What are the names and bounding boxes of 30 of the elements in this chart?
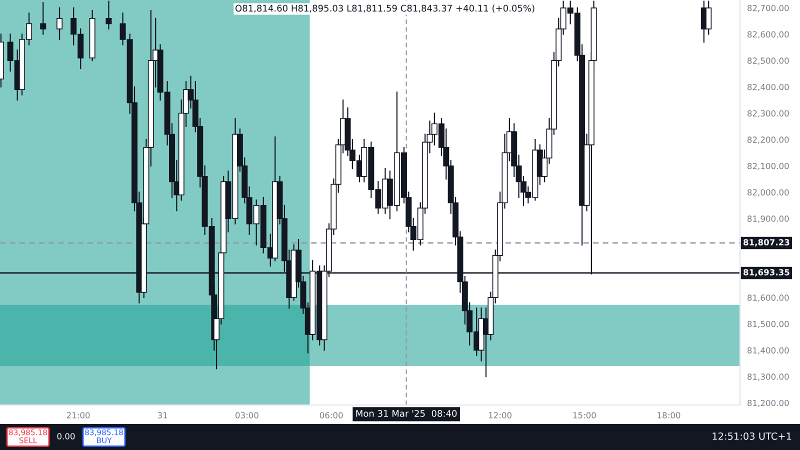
y-tick-label: 82,200.00: [748, 136, 789, 144]
text: 0.00: [57, 433, 75, 440]
candlestick: [40, 2, 46, 35]
y-tick-label: 82,400.00: [748, 84, 789, 92]
y-tick-label: 81,600.00: [748, 294, 789, 302]
x-tick-label: 15:00: [573, 412, 596, 418]
ref-line-label: 81,807.23: [744, 239, 790, 246]
x-tick-label: 21:00: [66, 412, 90, 418]
x-tick-label: 06:00: [320, 412, 343, 418]
text: 12:51:03 UTC+1: [712, 432, 792, 440]
y-tick-label: 81,500.00: [748, 320, 789, 328]
x-tick-label: 03:00: [236, 412, 258, 418]
y-tick-label: 81,200.00: [748, 400, 789, 408]
y-tick-label: 82,000.00: [748, 189, 789, 196]
annotation: O81,814.60 H81,895.03 L81,811.59 C81,843.37 +40.11 (+0.05%): [236, 4, 534, 13]
candlestick: [106, 0, 112, 30]
x-tick-label: 12:00: [488, 412, 512, 418]
y-tick-label: 82,300.00: [748, 110, 789, 118]
ref-line-label: 81,693.35: [744, 269, 790, 276]
y-tick-label: 82,500.00: [748, 58, 789, 65]
candlestick: [56, 7, 63, 40]
x-tick-label: 18:00: [658, 412, 680, 418]
y-tick-label: 81,300.00: [748, 374, 789, 381]
y-tick-label: 81,900.00: [748, 216, 789, 223]
x-tick-label: 31: [158, 412, 168, 418]
ref-line-label: Mon 31 Mar '25 08:40: [356, 410, 457, 417]
y-tick-label: 82,100.00: [748, 162, 789, 170]
y-tick-label: 81,400.00: [748, 347, 789, 354]
y-tick-label: 82,700.00: [748, 4, 789, 12]
y-tick-label: 82,600.00: [748, 31, 789, 38]
